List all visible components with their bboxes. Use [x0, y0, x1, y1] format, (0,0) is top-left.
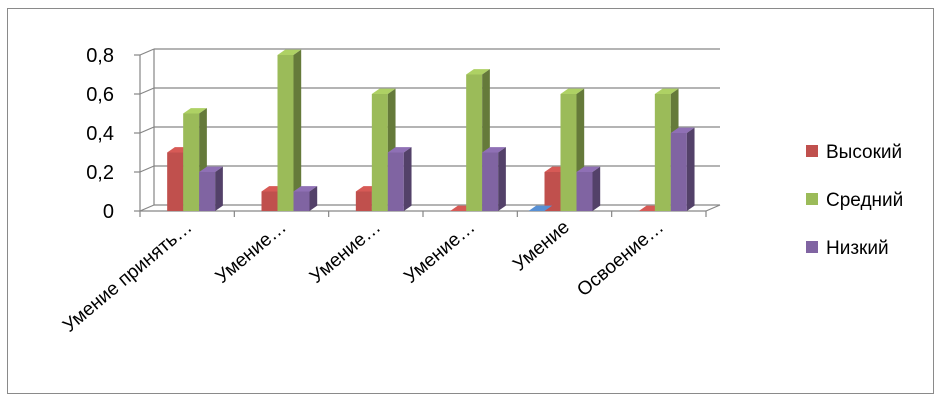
bar-front — [261, 191, 278, 211]
bar-front — [387, 152, 404, 211]
bar-front — [466, 74, 483, 211]
legend-label: Средний — [826, 190, 903, 211]
legend-swatch — [806, 193, 818, 205]
bar-side — [498, 147, 506, 211]
y-tick-label: 0 — [103, 201, 114, 223]
bar-front — [355, 191, 372, 211]
y-tick-label: 0,4 — [86, 123, 114, 145]
bars — [167, 49, 695, 211]
bar-top — [560, 88, 585, 94]
bar-Низкий — [199, 166, 223, 211]
y-tick-label: 0,2 — [86, 162, 114, 184]
legend-item: Низкий — [806, 238, 889, 259]
x-tick-label: Умение — [509, 217, 573, 276]
floor-side — [705, 204, 721, 212]
bar-top — [466, 69, 490, 75]
bar-top — [387, 147, 412, 153]
bar-side — [686, 127, 695, 211]
bar-top — [293, 186, 318, 192]
legend: Высокий Средний Низкий — [806, 142, 903, 259]
bar-front — [654, 94, 671, 211]
bar-top — [670, 127, 695, 133]
gridline-side — [139, 204, 155, 212]
bar-front — [167, 152, 184, 211]
legend-swatch — [806, 241, 818, 253]
legend-label: Высокий — [826, 142, 902, 163]
bar-Низкий — [482, 147, 506, 211]
legend-item: Высокий — [806, 142, 902, 163]
bar-front — [544, 172, 561, 211]
bar-top — [199, 166, 223, 172]
bar-front — [560, 94, 577, 211]
gridline-side — [139, 87, 155, 95]
bar-front — [293, 191, 310, 211]
bar-top — [277, 49, 302, 55]
legend-item: Средний — [806, 190, 903, 211]
bar-front — [576, 172, 593, 211]
gridline-side — [139, 165, 155, 173]
chart-floor — [140, 204, 721, 212]
bar-extra — [528, 205, 553, 211]
gridline-side — [139, 126, 155, 134]
bar-Низкий — [670, 127, 695, 211]
bar-front — [670, 133, 687, 211]
y-tick-label: 0,8 — [86, 45, 114, 67]
y-axis: 0 0,2 0,4 0,6 0,8 — [86, 45, 155, 223]
x-tick-label: Умение… — [306, 217, 385, 288]
legend-swatch — [806, 145, 818, 157]
y-tick-label: 0,6 — [86, 84, 114, 106]
bar-side — [293, 49, 302, 211]
gridlines — [139, 48, 720, 212]
bar-top — [654, 88, 679, 94]
bar-Низкий — [293, 186, 318, 211]
bar-Средний — [277, 49, 302, 211]
bar-Низкий — [576, 166, 601, 211]
x-tick-label: Умение… — [400, 217, 479, 288]
bar-top — [371, 88, 396, 94]
x-tick-label: Умение… — [212, 217, 291, 288]
bar-side — [215, 166, 223, 211]
x-tick-label: Умение принять… — [59, 217, 196, 337]
legend-label: Низкий — [826, 238, 889, 259]
bar-front — [482, 152, 499, 211]
gridline-side — [139, 48, 155, 56]
bar-front — [183, 113, 200, 211]
bar-top — [482, 147, 506, 153]
x-axis: Умение принять… Умение… Умение… Умение… Умен… — [59, 211, 707, 337]
bar-front — [199, 172, 216, 211]
bar-side — [592, 166, 601, 211]
bar-top — [528, 205, 553, 211]
bar-front — [371, 94, 388, 211]
bar-side — [309, 186, 318, 211]
bar-side — [403, 147, 412, 211]
bar-front — [277, 55, 294, 211]
bar-top — [576, 166, 601, 172]
bar-top — [183, 108, 207, 114]
x-tick-label: Освоение… — [573, 217, 668, 301]
bar-Низкий — [387, 147, 412, 211]
